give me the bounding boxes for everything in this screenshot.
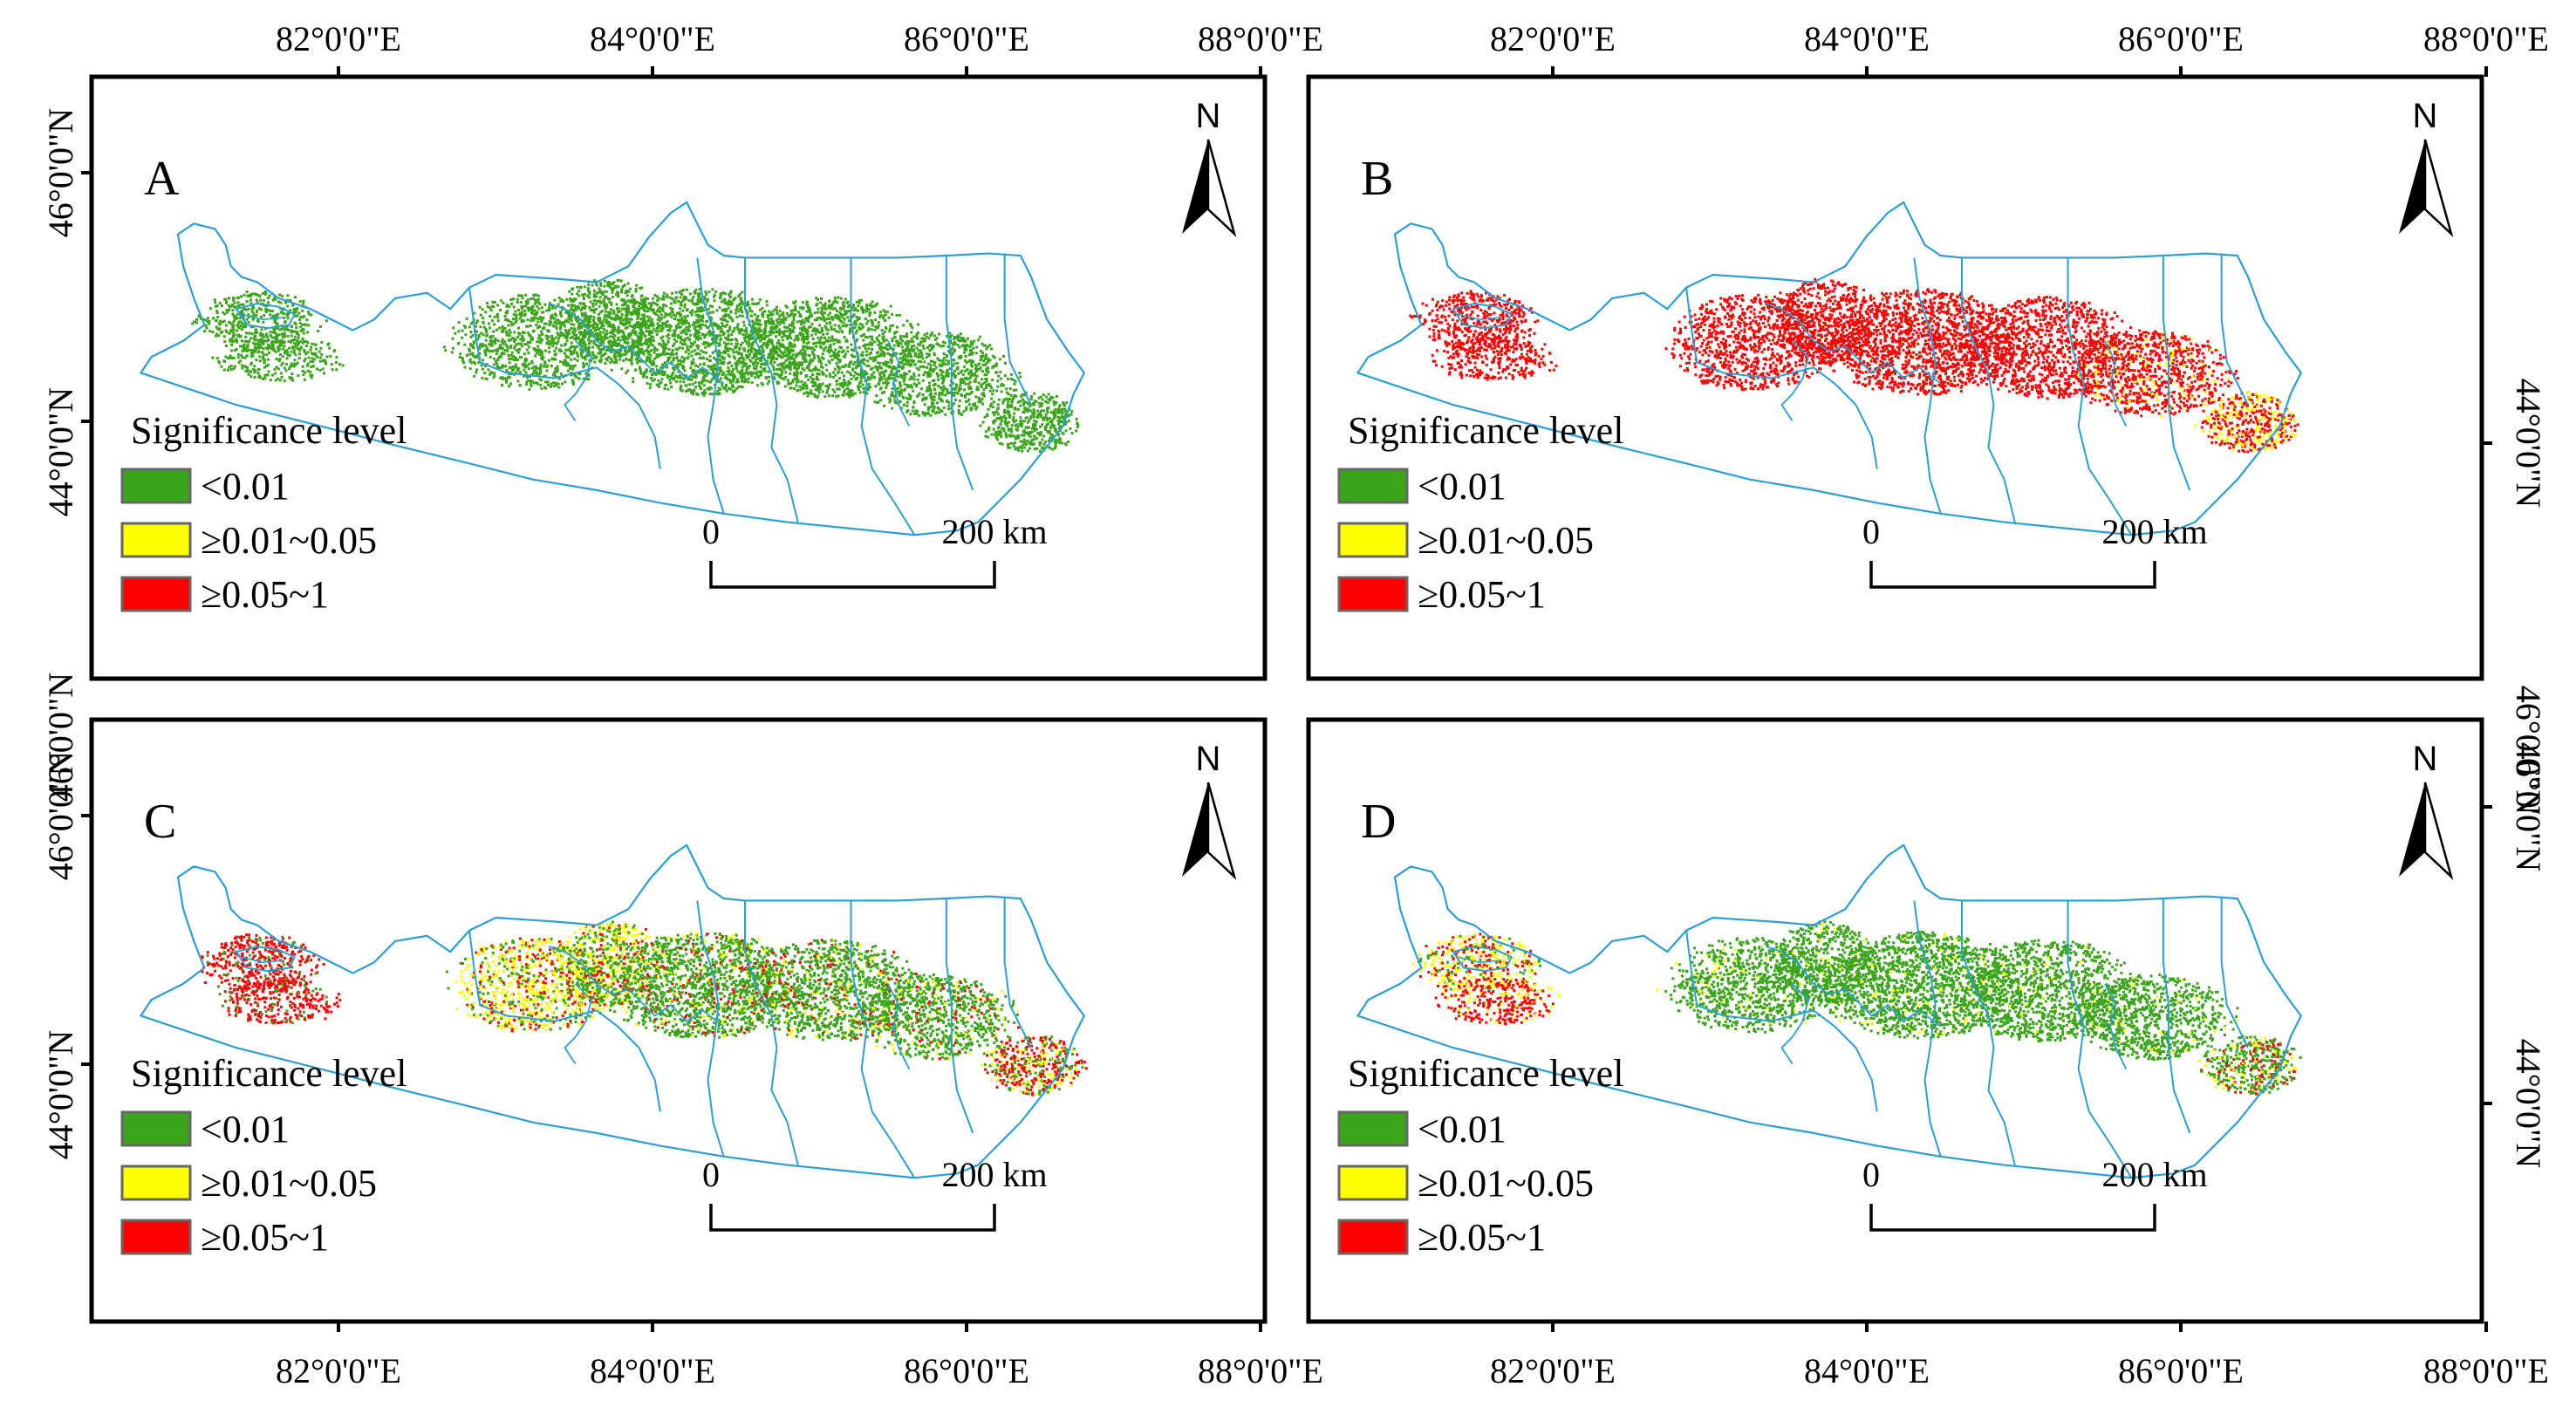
legend-swatch — [1337, 468, 1409, 504]
longitude-label: 84°0'0"E — [590, 1351, 715, 1390]
legend-item-label: <0.01 — [1418, 465, 1507, 508]
longitude-label: 82°0'0"E — [276, 1351, 401, 1390]
north-arrow-label: N — [1196, 97, 1221, 135]
map-panel-a: A N Significance level <0.01 ≥0.01~0.05 ≥0.05… — [41, 74, 1268, 681]
scale-bar: 0 200 km — [1862, 512, 2208, 589]
north-arrow-icon: N — [1182, 740, 1237, 880]
legend-swatch — [1337, 1219, 1409, 1255]
north-arrow-label: N — [1196, 740, 1221, 778]
legend-item-label: ≥0.01~0.05 — [201, 1162, 377, 1205]
significance-pixels — [1411, 920, 2302, 1096]
scale-bar-start: 0 — [1862, 1155, 1880, 1194]
scale-bar-start: 0 — [702, 512, 720, 551]
legend: Significance level <0.01 ≥0.01~0.05 ≥0.05~1 — [1337, 409, 1623, 616]
significance-pixels — [191, 278, 1080, 453]
legend-item-label: ≥0.01~0.05 — [201, 519, 377, 562]
longitude-label: 82°0'0"E — [1490, 19, 1616, 58]
legend-swatch — [120, 1165, 192, 1201]
legend-item-label: ≥0.05~1 — [201, 573, 329, 616]
legend-swatch — [1337, 522, 1409, 558]
longitude-label: 88°0'0"E — [2423, 1351, 2549, 1390]
legend-title: Significance level — [1348, 409, 1623, 452]
map-panel-d: D N Significance level <0.01 ≥0.01~0.05 ≥0.05… — [1306, 717, 2548, 1324]
latitude-label: 46°0'0"N — [41, 751, 80, 880]
latitude-label: 46°0'0"N — [41, 108, 80, 237]
legend: Significance level <0.01 ≥0.01~0.05 ≥0.05~1 — [120, 1052, 407, 1259]
north-arrow-label: N — [2413, 740, 2438, 778]
scale-bar: 0 200 km — [1862, 1155, 2208, 1232]
legend-item-label: ≥0.05~1 — [201, 1216, 329, 1259]
legend-swatch — [120, 522, 192, 558]
legend-title: Significance level — [131, 1052, 407, 1095]
panel-label: A — [144, 152, 180, 206]
latitude-label: 44°0'0"N — [41, 1030, 80, 1159]
legend-swatch — [1337, 1110, 1409, 1147]
longitude-label: 86°0'0"E — [2118, 19, 2244, 58]
legend-title: Significance level — [131, 409, 407, 452]
scale-bar-end: 200 km — [941, 1155, 1047, 1194]
legend-swatch — [1337, 576, 1409, 612]
panel-frame — [1306, 74, 2484, 681]
longitude-label: 88°0'0"E — [2423, 19, 2549, 58]
scale-bar: 0 200 km — [702, 1155, 1048, 1232]
longitude-label: 84°0'0"E — [1804, 1351, 1930, 1390]
map-panel-b: B N Significance level <0.01 ≥0.01~0.05 ≥0.05… — [1306, 74, 2548, 681]
legend-item-label: <0.01 — [201, 465, 290, 508]
legend: Significance level <0.01 ≥0.01~0.05 ≥0.05~1 — [1337, 1052, 1623, 1259]
scale-bar-start: 0 — [1862, 512, 1880, 551]
latitude-label: 46°0'0"N — [2509, 742, 2548, 871]
legend-swatch — [120, 468, 192, 504]
longitude-label: 88°0'0"E — [1198, 1351, 1323, 1390]
north-arrow-label: N — [2413, 97, 2438, 135]
legend-swatch — [120, 1110, 192, 1147]
latitude-label: 46°0'0"N — [2509, 686, 2548, 815]
latitude-label: 44°0'0"N — [2509, 379, 2548, 508]
north-arrow-icon: N — [1182, 97, 1237, 237]
longitude-label: 86°0'0"E — [904, 19, 1029, 58]
scale-bar-end: 200 km — [2101, 1155, 2207, 1194]
latitude-label: 46°0'0"N — [41, 673, 80, 802]
panel-label: B — [1361, 152, 1393, 206]
legend-item-label: ≥0.05~1 — [1418, 1216, 1546, 1259]
legend-item-label: ≥0.05~1 — [1418, 573, 1546, 616]
significance-pixels — [200, 920, 1088, 1096]
legend-item-label: ≥0.01~0.05 — [1418, 519, 1594, 562]
north-arrow-icon: N — [2399, 740, 2454, 880]
longitude-label: 88°0'0"E — [1198, 19, 1323, 58]
scale-bar-start: 0 — [702, 1155, 720, 1194]
map-panel-c: C N Significance level <0.01 ≥0.01~0.05 ≥0.05… — [41, 717, 1268, 1324]
latitude-label: 44°0'0"N — [41, 387, 80, 516]
longitude-label: 84°0'0"E — [590, 19, 715, 58]
legend-item-label: <0.01 — [1418, 1108, 1507, 1151]
legend-swatch — [120, 1219, 192, 1255]
scale-bar-end: 200 km — [941, 512, 1047, 551]
panel-label: C — [144, 795, 176, 849]
legend-item-label: ≥0.01~0.05 — [1418, 1162, 1594, 1205]
legend-swatch — [1337, 1165, 1409, 1201]
longitude-label: 84°0'0"E — [1804, 19, 1930, 58]
longitude-label: 86°0'0"E — [2118, 1351, 2244, 1390]
legend-item-label: <0.01 — [201, 1108, 290, 1151]
scale-bar-end: 200 km — [2101, 512, 2207, 551]
longitude-label: 86°0'0"E — [904, 1351, 1029, 1390]
legend-title: Significance level — [1348, 1052, 1623, 1095]
panel-label: D — [1361, 795, 1396, 849]
north-arrow-icon: N — [2399, 97, 2454, 237]
legend: Significance level <0.01 ≥0.01~0.05 ≥0.05~1 — [120, 409, 407, 616]
latitude-label: 44°0'0"N — [2509, 1039, 2548, 1168]
longitude-label: 82°0'0"E — [276, 19, 401, 58]
legend-swatch — [120, 576, 192, 612]
longitude-label: 82°0'0"E — [1490, 1351, 1616, 1390]
scale-bar: 0 200 km — [702, 512, 1048, 589]
